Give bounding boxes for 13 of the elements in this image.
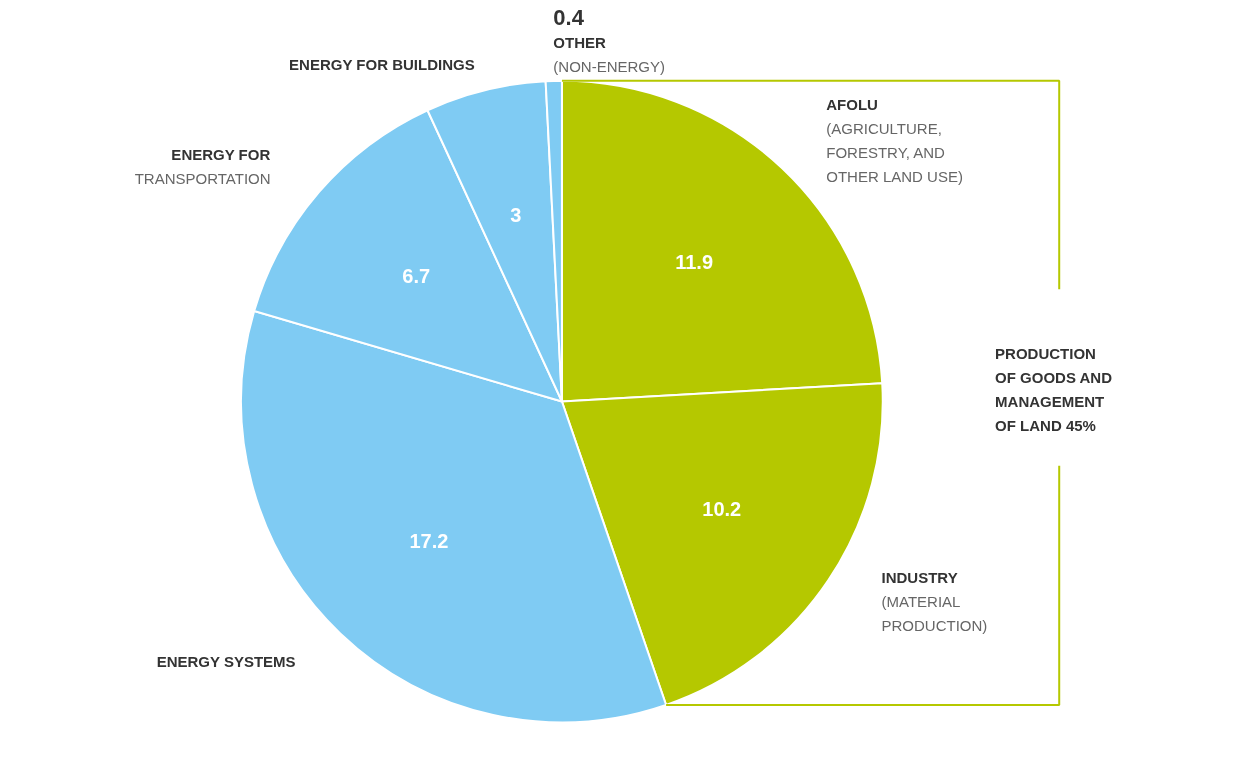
data-label: 11.9 <box>675 250 714 273</box>
data-label: 6.7 <box>402 264 431 287</box>
slice-label: ENERGY FOR TRANSPORTATION <box>134 146 271 188</box>
data-label: 3 <box>510 203 522 226</box>
slice-label: ENERGY SYSTEMS <box>156 652 296 670</box>
slice-label: AFOLU (AGRICULTURE, FORESTRY, AND OTHER LAND USE) <box>826 95 963 185</box>
data-label: 17.2 <box>409 529 449 552</box>
data-label: 0.4 <box>553 5 585 31</box>
text: PRODUCTION OF GOODS AND MANAGEMENT OF LAND 45% <box>995 344 1113 435</box>
slice-label: INDUSTRY (MATERIAL PRODUCTION) <box>881 569 988 635</box>
data-label: 10.2 <box>702 497 742 520</box>
slice-label: OTHER (NON-ENERGY) <box>553 33 666 75</box>
slice-label: ENERGY FOR BUILDINGS <box>289 56 475 74</box>
